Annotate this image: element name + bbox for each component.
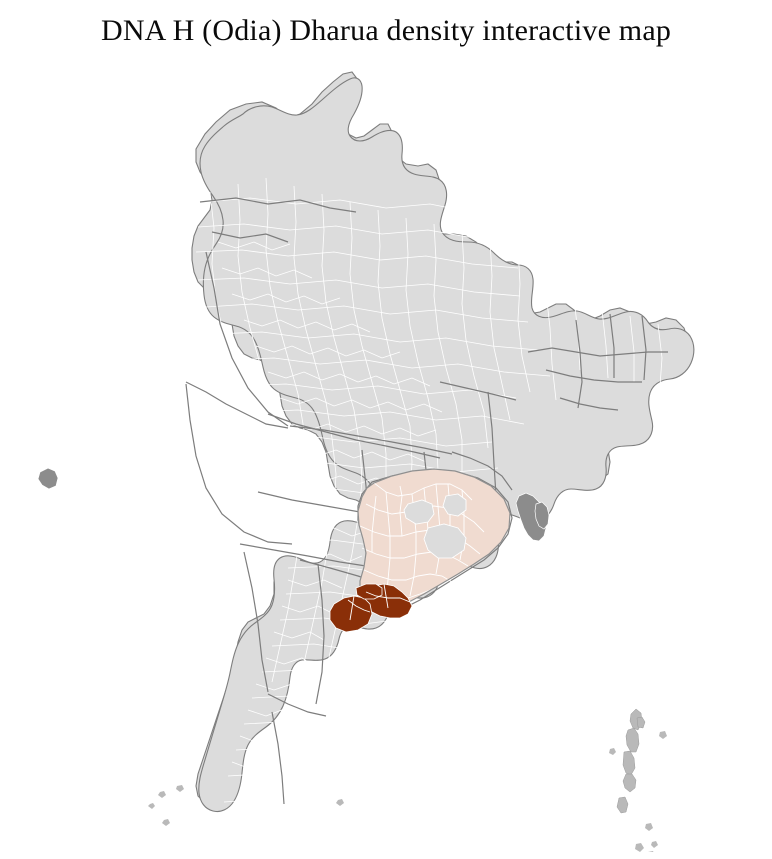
odisha-nodata-districts[interactable] xyxy=(403,493,467,559)
kutch-coastal-sliver xyxy=(37,467,59,490)
india-choropleth-svg[interactable] xyxy=(0,52,772,852)
district-nabarangpur-dark xyxy=(355,583,383,600)
high-density-districts[interactable] xyxy=(329,583,413,633)
dark-district-seams xyxy=(347,583,411,621)
odisha-highlight-layer[interactable] xyxy=(357,468,511,611)
highlight-secondary-grey[interactable] xyxy=(515,492,550,542)
andaman-nicobar-islands[interactable] xyxy=(609,708,667,852)
india-outline-group xyxy=(198,77,695,813)
lakshadweep-islands[interactable] xyxy=(148,785,184,826)
odisha-state-outline xyxy=(357,468,511,611)
india-map-canvas[interactable] xyxy=(0,52,772,852)
page-title: DNA H (Odia) Dharua density interactive … xyxy=(100,14,672,47)
india-country-outline xyxy=(198,77,695,813)
misc-islands xyxy=(336,799,344,806)
